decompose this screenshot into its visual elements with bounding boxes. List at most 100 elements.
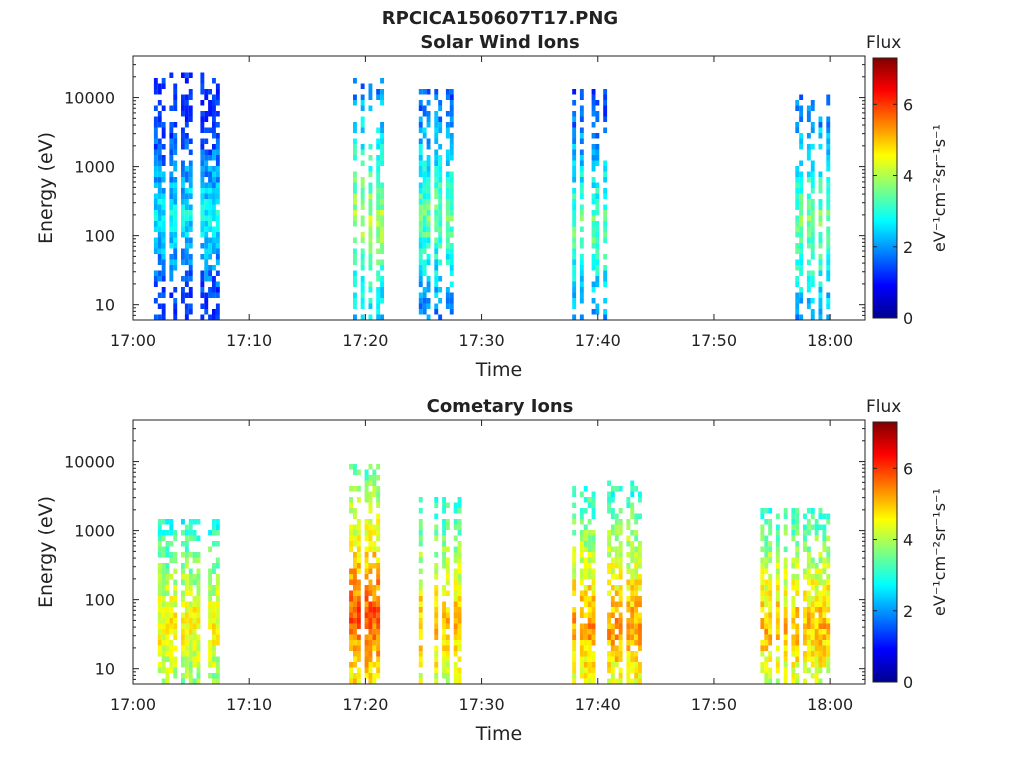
heatmap-cell bbox=[349, 486, 353, 492]
heatmap-cell bbox=[610, 596, 615, 602]
heatmap-cell bbox=[215, 210, 220, 216]
heatmap-cell bbox=[610, 612, 615, 618]
heatmap-cell bbox=[803, 541, 807, 547]
heatmap-cell bbox=[173, 303, 178, 309]
heatmap-cell bbox=[806, 111, 811, 117]
heatmap-cell bbox=[445, 177, 450, 183]
heatmap-cell bbox=[353, 634, 357, 640]
heatmap-cell bbox=[184, 276, 189, 282]
heatmap-cell bbox=[791, 535, 796, 541]
heatmap-cell bbox=[638, 574, 642, 580]
heatmap-cell bbox=[630, 590, 635, 596]
heatmap-cell bbox=[184, 166, 189, 172]
heatmap-cell bbox=[372, 480, 377, 486]
heatmap-cell bbox=[353, 590, 357, 596]
heatmap-cell bbox=[212, 651, 216, 657]
heatmap-cell bbox=[614, 535, 619, 541]
heatmap-cell bbox=[215, 221, 220, 227]
heatmap-cell bbox=[760, 585, 765, 591]
heatmap-cell bbox=[818, 298, 823, 304]
heatmap-cell bbox=[638, 623, 642, 629]
heatmap-cell bbox=[208, 243, 212, 249]
heatmap-cell bbox=[587, 596, 592, 602]
heatmap-cell bbox=[799, 314, 804, 320]
heatmap-cell bbox=[169, 662, 174, 668]
heatmap-cell bbox=[181, 629, 185, 635]
heatmap-cell bbox=[806, 557, 811, 563]
heatmap-cell bbox=[799, 193, 804, 199]
heatmap-cell bbox=[760, 508, 765, 514]
heatmap-cell bbox=[204, 276, 209, 282]
heatmap-cell bbox=[572, 215, 577, 221]
heatmap-cell bbox=[376, 221, 381, 227]
heatmap-cell bbox=[418, 292, 423, 298]
heatmap-cell bbox=[196, 678, 201, 684]
heatmap-cell bbox=[587, 662, 592, 668]
heatmap-cell bbox=[173, 590, 178, 596]
heatmap-cell bbox=[368, 287, 373, 293]
heatmap-cell bbox=[810, 237, 815, 243]
heatmap-cell bbox=[360, 122, 365, 128]
heatmap-cell bbox=[360, 188, 365, 194]
heatmap-cell bbox=[349, 634, 353, 640]
heatmap-cell bbox=[376, 464, 381, 470]
heatmap-cell bbox=[603, 177, 608, 183]
heatmap-cell bbox=[795, 552, 800, 558]
heatmap-cell bbox=[579, 166, 584, 172]
heatmap-cell bbox=[192, 651, 197, 657]
heatmap-cell bbox=[192, 618, 197, 624]
heatmap-cell bbox=[591, 89, 596, 95]
heatmap-cell bbox=[591, 149, 596, 155]
heatmap-cell bbox=[445, 221, 450, 227]
heatmap-cell bbox=[184, 563, 189, 569]
heatmap-cell bbox=[169, 270, 174, 276]
heatmap-cell bbox=[634, 607, 639, 613]
heatmap-cell bbox=[572, 585, 577, 591]
heatmap-cell bbox=[188, 221, 193, 227]
heatmap-cell bbox=[457, 596, 462, 602]
heatmap-cell bbox=[572, 133, 577, 139]
heatmap-cell bbox=[826, 215, 831, 221]
heatmap-cell bbox=[184, 144, 189, 150]
heatmap-cell bbox=[161, 276, 166, 282]
heatmap-cell bbox=[775, 530, 780, 536]
heatmap-cell bbox=[795, 105, 800, 111]
heatmap-cell bbox=[591, 155, 596, 161]
heatmap-cell bbox=[349, 673, 353, 679]
heatmap-cell bbox=[208, 188, 212, 194]
heatmap-cell bbox=[418, 193, 423, 199]
heatmap-cell bbox=[634, 612, 639, 618]
heatmap-cell bbox=[376, 166, 381, 172]
heatmap-cell bbox=[799, 177, 804, 183]
heatmap-cell bbox=[591, 656, 596, 662]
heatmap-cell bbox=[791, 678, 796, 684]
heatmap-cell bbox=[153, 133, 158, 139]
heatmap-cell bbox=[208, 276, 212, 282]
heatmap-cell bbox=[591, 237, 596, 243]
heatmap-cell bbox=[810, 188, 815, 194]
heatmap-cell bbox=[173, 177, 178, 183]
heatmap-cell bbox=[376, 574, 381, 580]
heatmap-cell bbox=[614, 634, 619, 640]
heatmap-cell bbox=[368, 94, 373, 100]
heatmap-cell bbox=[360, 149, 365, 155]
heatmap-cell bbox=[583, 508, 588, 514]
heatmap-cell bbox=[368, 464, 373, 470]
heatmap-cell bbox=[184, 270, 189, 276]
heatmap-cell bbox=[595, 160, 600, 166]
heatmap-cell bbox=[826, 232, 831, 238]
heatmap-cell bbox=[630, 640, 635, 646]
heatmap-cell bbox=[791, 662, 796, 668]
heatmap-cell bbox=[607, 612, 611, 618]
heatmap-cell bbox=[184, 656, 189, 662]
heatmap-cell bbox=[426, 199, 431, 205]
heatmap-cell bbox=[638, 629, 642, 635]
heatmap-cell bbox=[376, 557, 381, 563]
heatmap-cell bbox=[434, 182, 439, 188]
heatmap-cell bbox=[783, 634, 788, 640]
heatmap-cell bbox=[353, 298, 357, 304]
heatmap-cell bbox=[610, 546, 615, 552]
heatmap-cell bbox=[434, 171, 439, 177]
